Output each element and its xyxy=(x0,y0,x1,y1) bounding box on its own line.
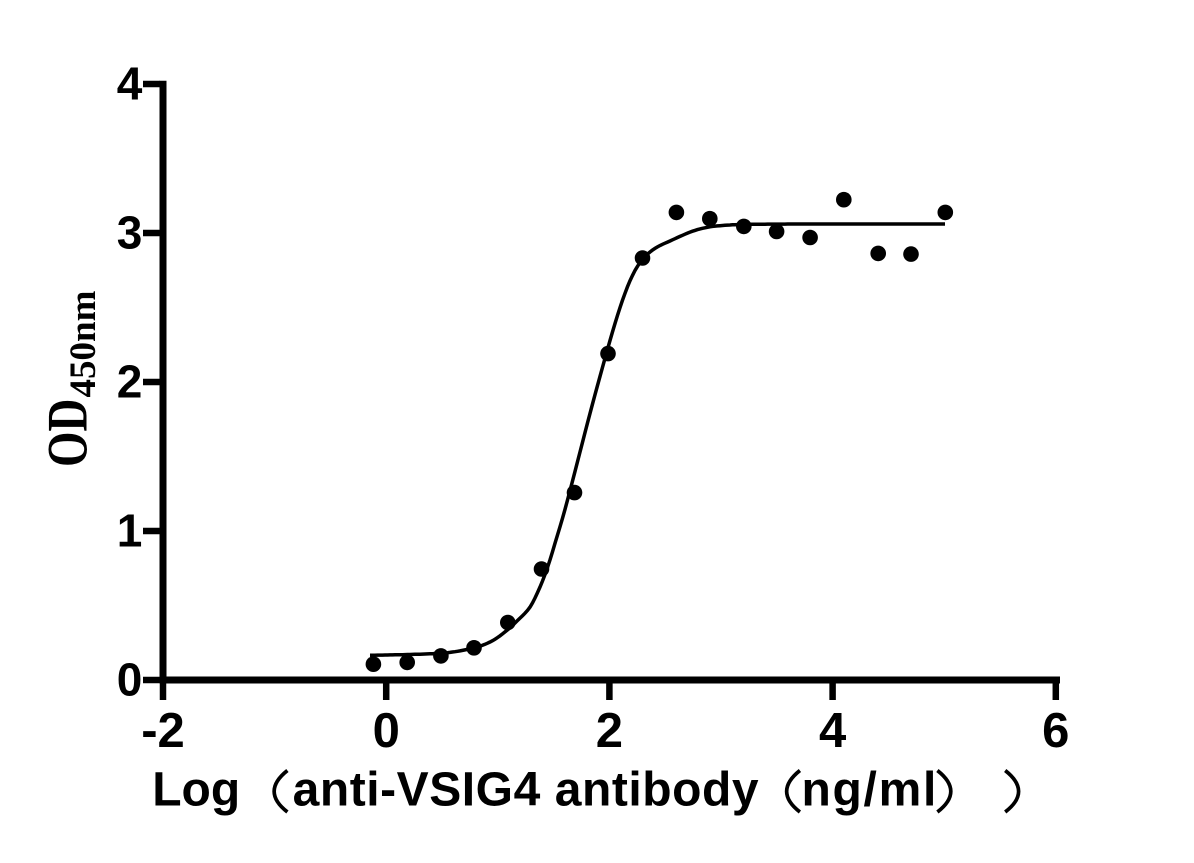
svg-text:6: 6 xyxy=(1042,704,1069,758)
svg-text:anti-VSIG4 antibody: anti-VSIG4 antibody xyxy=(293,764,759,817)
svg-text:0: 0 xyxy=(117,654,143,706)
svg-text:2: 2 xyxy=(117,356,143,408)
svg-text:-2: -2 xyxy=(141,704,185,758)
svg-text:ng/ml: ng/ml xyxy=(802,764,939,817)
svg-text:4: 4 xyxy=(819,704,846,758)
svg-text:1: 1 xyxy=(117,505,143,557)
svg-text:OD: OD xyxy=(37,399,100,467)
svg-text:2: 2 xyxy=(596,704,623,758)
svg-text:Log: Log xyxy=(152,764,240,817)
svg-text:3: 3 xyxy=(117,207,143,259)
svg-text:450nm: 450nm xyxy=(63,290,104,397)
svg-text:0: 0 xyxy=(373,704,400,758)
svg-text:4: 4 xyxy=(117,58,143,110)
